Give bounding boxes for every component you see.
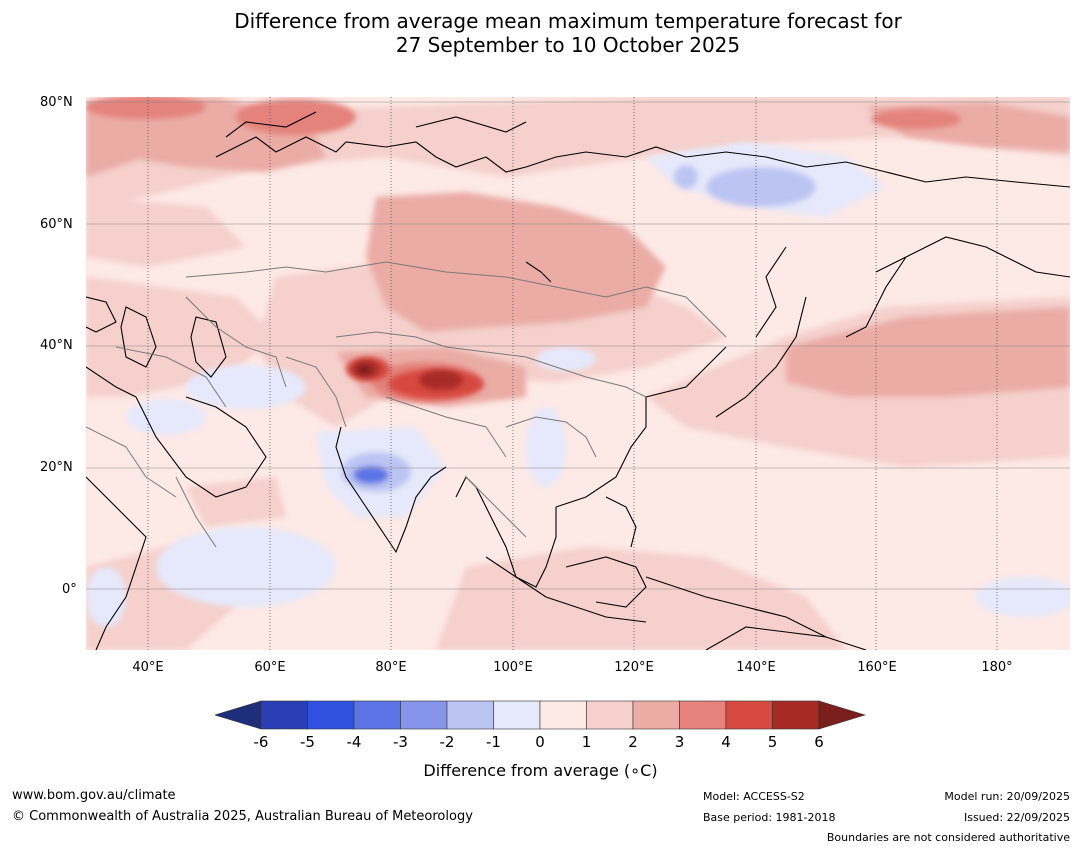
latitude-gridlines [86,101,1070,590]
lon-label-180: 180° [981,660,1013,675]
colorbar-low-arrow [215,700,262,730]
colorbar-segment [353,700,401,730]
colorbar [215,700,867,730]
lon-label-100e: 100°E [493,660,533,675]
colorbar-tick: -1 [486,733,501,751]
lat-label-20n: 20°N [40,460,73,475]
colorbar-tick: 1 [581,733,592,751]
lat-label-60n: 60°N [40,217,73,232]
colorbar-tick: 6 [814,733,824,751]
base-period-text: Base period: 1981-2018 [703,811,836,824]
negative-anomaly-regions [86,142,1070,627]
bom-url-link[interactable]: www.bom.gov.au/climate [12,788,176,803]
colorbar-label: Difference from average (∘C) [423,761,658,780]
colorbar-tick: 5 [767,733,778,751]
lon-label-40e: 40°E [132,660,164,675]
colorbar-tick: 0 [535,733,545,751]
copyright-text: © Commonwealth of Australia 2025, Austra… [12,809,473,824]
longitude-gridlines [147,97,998,650]
colorbar-high-arrow [818,700,867,730]
lon-label-140e: 140°E [736,660,776,675]
colorbar-tick: 4 [721,733,731,751]
colorbar-tick: -6 [253,733,269,751]
colorbar-tick: -3 [393,733,408,751]
lat-label-0: 0° [62,582,77,597]
anomaly-five-to-six-region [352,360,463,390]
map-canvas [86,97,1070,650]
colorbar-segment [493,700,541,730]
colorbar-segment [632,700,680,730]
lon-label-60e: 60°E [254,660,286,675]
lat-label-80n: 80°N [40,95,73,110]
lat-label-40n: 40°N [40,338,73,353]
colorbar-segment [400,700,448,730]
colorbar-segment [586,700,634,730]
chart-title: Difference from average mean maximum tem… [0,9,1081,57]
colorbar-tick: -2 [439,733,455,751]
colorbar-tick: -5 [300,733,315,751]
colorbar-segment [307,700,355,730]
coastlines [86,111,1070,650]
lon-label-80e: 80°E [375,660,407,675]
colorbar-segment [725,700,773,730]
colorbar-segment [679,700,727,730]
temperature-anomaly-map [86,97,1070,650]
lon-label-120e: 120°E [614,660,654,675]
colorbar-segment [772,700,820,730]
colorbar-segment [446,700,494,730]
title-line-2: 27 September to 10 October 2025 [395,33,741,57]
colorbar-tick: 3 [674,733,685,751]
title-line-1: Difference from average mean maximum tem… [234,9,902,33]
colorbar-tick: -4 [346,733,362,751]
disclaimer-text: Boundaries are not considered authoritat… [826,831,1070,844]
country-borders [86,261,727,548]
colorbar-segment [260,700,308,730]
issued-text: Issued: 22/09/2025 [963,811,1070,824]
model-text: Model: ACCESS-S2 [703,790,805,803]
colorbar-segment [539,700,587,730]
colorbar-tick: 2 [628,733,638,751]
model-run-text: Model run: 20/09/2025 [944,790,1070,803]
lon-label-160e: 160°E [857,660,897,675]
